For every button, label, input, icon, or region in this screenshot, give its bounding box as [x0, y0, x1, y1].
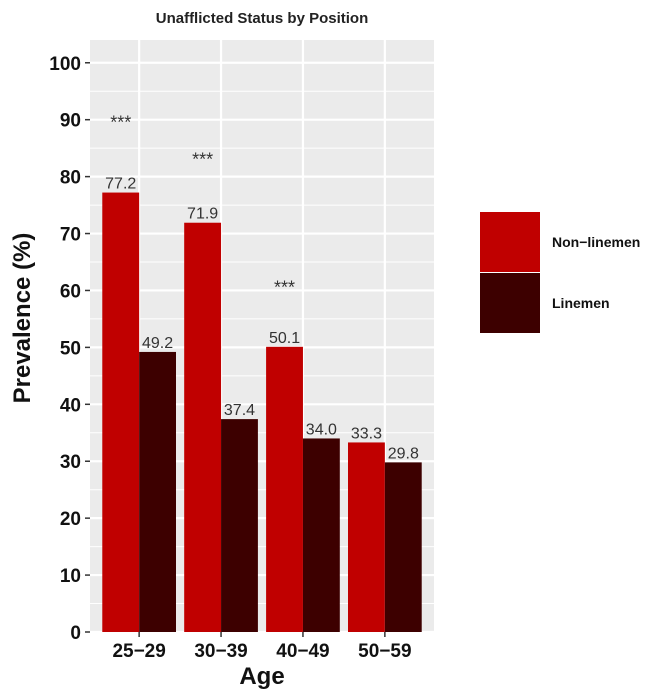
y-tick-label: 60	[60, 281, 81, 302]
bar	[184, 222, 222, 632]
bars	[102, 192, 422, 633]
x-axis-title: Age	[239, 663, 284, 690]
data-label: 71.9	[187, 206, 218, 223]
y-tick-label: 70	[60, 225, 81, 246]
data-label: 50.1	[269, 330, 300, 347]
data-labels: 77.2 71.9 50.1 33.3 49.2 37.4 34.0 29.8	[105, 176, 419, 463]
y-tick-label: 100	[49, 54, 81, 75]
bar	[221, 419, 258, 632]
y-axis: 0 10 20 30 40 50 60 70 80 90 100	[49, 54, 90, 644]
significance-annotations: *** *** ***	[110, 113, 295, 298]
data-label: 49.2	[142, 335, 173, 352]
legend: Non−linemen Linemen	[480, 212, 640, 333]
bar	[139, 351, 176, 632]
significance-stars: ***	[192, 150, 213, 170]
y-tick-label: 90	[60, 111, 81, 132]
bar	[102, 192, 140, 633]
x-tick-label: 50−59	[358, 641, 411, 662]
x-tick-label: 30−39	[194, 641, 247, 662]
x-tick-label: 25−29	[112, 641, 165, 662]
chart-title: Unafflicted Status by Position	[156, 10, 369, 27]
y-tick-label: 0	[70, 623, 81, 644]
significance-stars: ***	[110, 113, 131, 133]
legend-label: Non−linemen	[552, 234, 640, 250]
y-tick-label: 20	[60, 509, 81, 530]
bar	[266, 346, 303, 632]
y-axis-title: Prevalence (%)	[9, 233, 36, 404]
data-label: 34.0	[306, 421, 337, 438]
data-label: 77.2	[105, 176, 136, 193]
y-tick-label: 80	[60, 168, 81, 189]
data-label: 33.3	[351, 425, 382, 442]
legend-label: Linemen	[552, 295, 610, 311]
bar	[384, 462, 422, 632]
significance-stars: ***	[274, 278, 295, 298]
y-tick-label: 30	[60, 452, 81, 473]
legend-key	[480, 212, 540, 272]
bar	[302, 438, 340, 632]
bar	[348, 442, 385, 632]
data-label: 29.8	[388, 445, 419, 462]
legend-key	[480, 273, 540, 333]
x-axis: 25−29 30−39 40−49 50−59	[112, 632, 412, 662]
x-tick-label: 40−49	[276, 641, 329, 662]
y-tick-label: 50	[60, 338, 81, 359]
data-label: 37.4	[224, 402, 255, 419]
y-tick-label: 40	[60, 395, 81, 416]
y-tick-label: 10	[60, 566, 81, 587]
